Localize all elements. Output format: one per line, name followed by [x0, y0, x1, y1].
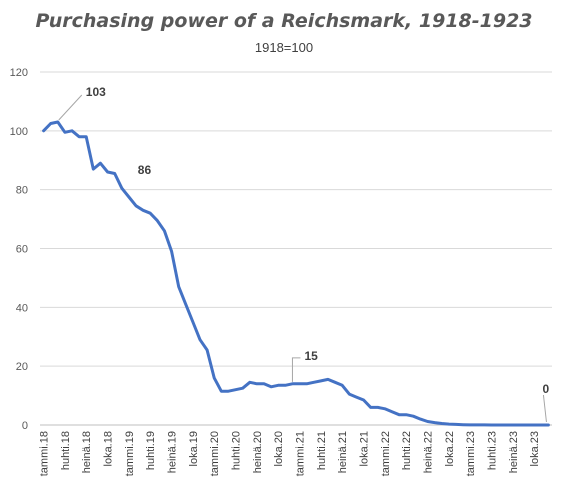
- y-tick-label: 80: [16, 185, 28, 197]
- x-tick-label: tammi.21: [295, 431, 307, 476]
- annotation-leader: [58, 94, 83, 121]
- data-label: 86: [138, 163, 152, 177]
- x-tick-label: loka.20: [273, 431, 285, 466]
- x-tick-label: tammi.20: [209, 431, 221, 476]
- x-tick-label: huhti.20: [231, 431, 243, 470]
- y-tick-label: 40: [16, 302, 28, 314]
- y-tick-label: 100: [10, 126, 28, 138]
- x-tick-label: tammi.22: [380, 431, 392, 476]
- data-label: 103: [86, 85, 106, 99]
- y-tick-label: 60: [16, 244, 28, 256]
- x-tick-label: heinä.20: [252, 431, 264, 473]
- chart-subtitle: 1918=100: [254, 40, 314, 55]
- x-tick-label: huhti.22: [401, 431, 413, 470]
- x-tick-label: huhti.23: [487, 431, 499, 470]
- y-tick-label: 0: [22, 420, 28, 432]
- x-tick-label: huhti.21: [316, 431, 328, 470]
- x-tick-label: loka.18: [103, 431, 115, 466]
- x-tick-label: heinä.18: [81, 431, 93, 473]
- x-tick-label: heinä.21: [337, 431, 349, 473]
- y-tick-label: 120: [10, 67, 28, 79]
- x-tick-label: loka.19: [188, 431, 200, 466]
- x-tick-label: heinä.22: [423, 431, 435, 473]
- x-tick-label: tammi.19: [124, 431, 136, 476]
- chart-title: Purchasing power of a Reichsmark, 1918-1…: [35, 10, 533, 32]
- data-label: 0: [542, 382, 549, 396]
- x-tick-label: huhti.18: [60, 431, 72, 470]
- series-line: [42, 120, 550, 427]
- annotation-leader: [291, 357, 301, 382]
- x-tick-label: tammi.23: [465, 431, 477, 476]
- x-tick-label: heinä.23: [508, 431, 520, 473]
- y-tick-label: 20: [16, 361, 28, 373]
- x-tick-label: huhti.19: [145, 431, 157, 470]
- x-tick-label: loka.23: [529, 431, 541, 466]
- x-tick-label: loka.21: [359, 431, 371, 466]
- x-tick-label: tammi.18: [39, 431, 51, 476]
- data-label: 15: [304, 349, 318, 363]
- x-tick-label: loka.22: [444, 431, 456, 466]
- x-tick-label: heinä.19: [167, 431, 179, 473]
- annotation-leader: [542, 394, 547, 423]
